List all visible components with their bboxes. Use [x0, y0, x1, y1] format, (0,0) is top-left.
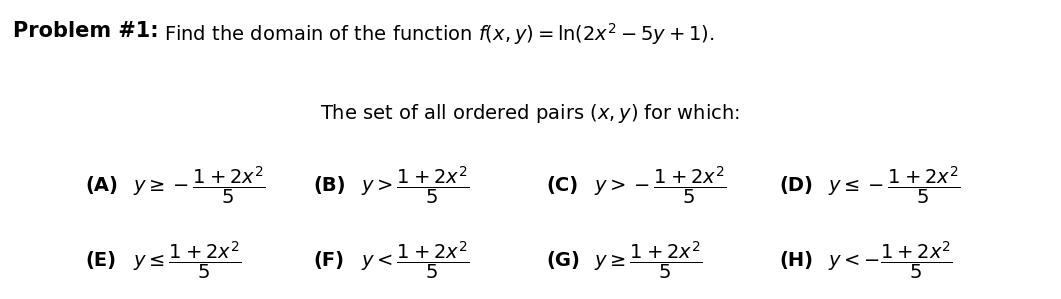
Text: Find the domain of the function $f(x, y) = \ln(2x^2 - 5y + 1)$.: Find the domain of the function $f(x, y)…	[164, 21, 715, 47]
Text: (A): (A)	[85, 176, 118, 195]
Text: (C): (C)	[546, 176, 578, 195]
Text: Problem #1:: Problem #1:	[13, 21, 158, 41]
Text: $y \geq \dfrac{1+2x^2}{5}$: $y \geq \dfrac{1+2x^2}{5}$	[594, 239, 702, 281]
Text: $y > -\dfrac{1+2x^2}{5}$: $y > -\dfrac{1+2x^2}{5}$	[594, 164, 727, 206]
Text: $y < \dfrac{1+2x^2}{5}$: $y < \dfrac{1+2x^2}{5}$	[361, 239, 469, 281]
Text: (D): (D)	[780, 176, 814, 195]
Text: $y \geq -\dfrac{1+2x^2}{5}$: $y \geq -\dfrac{1+2x^2}{5}$	[133, 164, 265, 206]
Text: $y < -\dfrac{1+2x^2}{5}$: $y < -\dfrac{1+2x^2}{5}$	[828, 239, 953, 281]
Text: $y \leq -\dfrac{1+2x^2}{5}$: $y \leq -\dfrac{1+2x^2}{5}$	[828, 164, 960, 206]
Text: $y \leq \dfrac{1+2x^2}{5}$: $y \leq \dfrac{1+2x^2}{5}$	[133, 239, 241, 281]
Text: (G): (G)	[546, 251, 580, 270]
Text: (B): (B)	[313, 176, 346, 195]
Text: (E): (E)	[85, 251, 116, 270]
Text: $y > \dfrac{1+2x^2}{5}$: $y > \dfrac{1+2x^2}{5}$	[361, 164, 469, 206]
Text: (F): (F)	[313, 251, 344, 270]
Text: (H): (H)	[780, 251, 814, 270]
Text: The set of all ordered pairs $(x, y)$ for which:: The set of all ordered pairs $(x, y)$ fo…	[320, 102, 741, 125]
